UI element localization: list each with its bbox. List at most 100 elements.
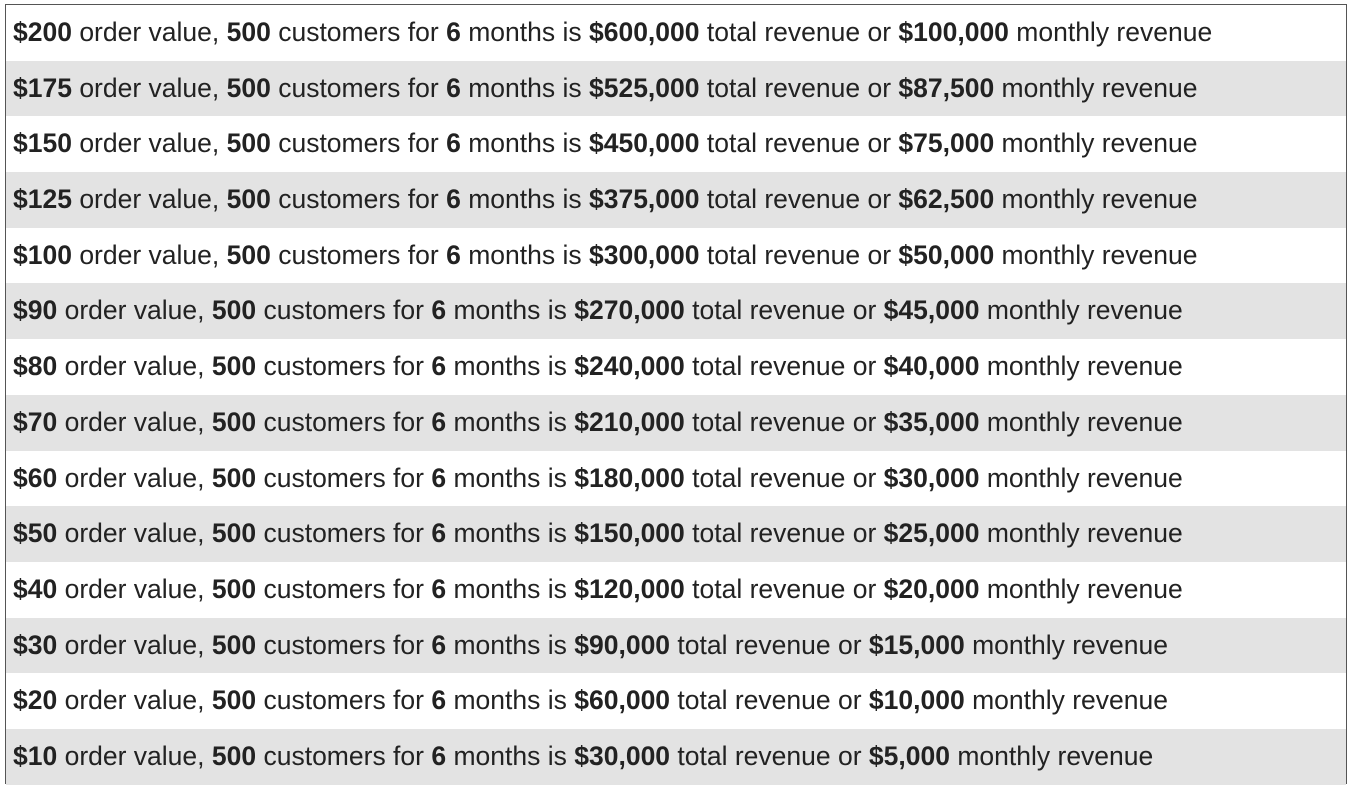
monthly-revenue: $15,000: [868, 629, 965, 660]
phrase-months: months is: [446, 351, 575, 382]
months-count: 6: [431, 351, 447, 382]
order-value: $175: [13, 72, 72, 103]
phrase-total: total revenue or: [684, 351, 884, 382]
phrase-total: total revenue or: [670, 629, 869, 660]
phrase-months: months is: [446, 406, 575, 437]
phrase-monthly: monthly revenue: [979, 518, 1183, 549]
monthly-revenue: $5,000: [868, 740, 950, 771]
monthly-revenue: $50,000: [898, 239, 995, 270]
customers-count: 500: [211, 518, 257, 549]
months-count: 6: [431, 685, 447, 716]
total-revenue: $120,000: [574, 573, 685, 604]
customers-count: 500: [226, 184, 271, 215]
order-value: $80: [13, 351, 58, 382]
phrase-order-value: order value,: [57, 685, 212, 716]
phrase-total: total revenue or: [684, 462, 884, 493]
phrase-customers: customers for: [256, 685, 432, 716]
months-count: 6: [446, 128, 461, 159]
phrase-total: total revenue or: [699, 128, 899, 159]
months-count: 6: [431, 629, 447, 660]
phrase-total: total revenue or: [670, 740, 869, 771]
phrase-total: total revenue or: [699, 17, 899, 47]
phrase-months: months is: [460, 239, 589, 270]
monthly-revenue: $25,000: [883, 518, 980, 549]
months-count: 6: [431, 740, 447, 771]
table-row: $150 order value, 500 customers for 6 mo…: [6, 116, 1346, 173]
months-count: 6: [431, 518, 447, 549]
order-value: $20: [13, 685, 58, 716]
phrase-customers: customers for: [256, 629, 432, 660]
phrase-order-value: order value,: [71, 184, 227, 215]
phrase-order-value: order value,: [57, 629, 212, 660]
table-row: $175 order value, 500 customers for 6 mo…: [6, 60, 1346, 117]
phrase-total: total revenue or: [684, 573, 884, 604]
phrase-total: total revenue or: [684, 295, 884, 326]
months-count: 6: [446, 184, 461, 215]
phrase-monthly: monthly revenue: [979, 295, 1183, 326]
customers-count: 500: [211, 462, 257, 493]
phrase-customers: customers for: [270, 72, 447, 103]
months-count: 6: [431, 295, 447, 326]
monthly-revenue: $20,000: [883, 573, 980, 604]
phrase-order-value: order value,: [71, 17, 227, 47]
phrase-customers: customers for: [256, 573, 432, 604]
phrase-order-value: order value,: [57, 462, 212, 493]
phrase-customers: customers for: [256, 740, 432, 771]
phrase-months: months is: [446, 629, 575, 660]
order-value: $60: [13, 462, 58, 493]
phrase-order-value: order value,: [71, 72, 227, 103]
order-value: $40: [13, 573, 58, 604]
phrase-months: months is: [446, 462, 575, 493]
customers-count: 500: [226, 239, 271, 270]
phrase-customers: customers for: [270, 17, 447, 47]
monthly-revenue: $35,000: [883, 406, 980, 437]
table-row: $100 order value, 500 customers for 6 mo…: [6, 227, 1346, 284]
total-revenue: $60,000: [574, 685, 671, 716]
phrase-customers: customers for: [256, 351, 432, 382]
phrase-order-value: order value,: [57, 406, 212, 437]
total-revenue: $450,000: [588, 128, 700, 159]
months-count: 6: [446, 17, 461, 47]
total-revenue: $30,000: [574, 740, 671, 771]
customers-count: 500: [226, 72, 271, 103]
phrase-total: total revenue or: [699, 239, 899, 270]
phrase-months: months is: [446, 573, 575, 604]
order-value: $30: [13, 629, 58, 660]
phrase-customers: customers for: [256, 518, 432, 549]
monthly-revenue: $40,000: [883, 351, 980, 382]
monthly-revenue: $10,000: [868, 685, 965, 716]
phrase-customers: customers for: [270, 184, 447, 215]
order-value: $100: [13, 239, 72, 270]
phrase-order-value: order value,: [57, 740, 212, 771]
order-value: $50: [13, 518, 58, 549]
table-row: $200 order value, 500 customers for 6 mo…: [6, 5, 1346, 61]
total-revenue: $270,000: [574, 295, 685, 326]
order-value: $200: [13, 17, 72, 47]
phrase-months: months is: [446, 295, 575, 326]
total-revenue: $300,000: [588, 239, 700, 270]
customers-count: 500: [226, 17, 271, 47]
phrase-monthly: monthly revenue: [994, 184, 1198, 215]
table-row: $90 order value, 500 customers for 6 mon…: [6, 283, 1346, 340]
phrase-total: total revenue or: [699, 184, 899, 215]
phrase-total: total revenue or: [699, 72, 899, 103]
table-row: $30 order value, 500 customers for 6 mon…: [6, 617, 1346, 674]
customers-count: 500: [226, 128, 271, 159]
phrase-customers: customers for: [256, 295, 432, 326]
phrase-monthly: monthly revenue: [994, 128, 1198, 159]
phrase-monthly: monthly revenue: [964, 629, 1168, 660]
order-value: $150: [13, 128, 72, 159]
customers-count: 500: [211, 406, 257, 437]
customers-count: 500: [211, 351, 257, 382]
phrase-order-value: order value,: [57, 518, 212, 549]
phrase-months: months is: [446, 518, 575, 549]
total-revenue: $210,000: [574, 406, 685, 437]
total-revenue: $375,000: [588, 184, 700, 215]
phrase-monthly: monthly revenue: [994, 72, 1198, 103]
phrase-total: total revenue or: [684, 406, 884, 437]
monthly-revenue: $62,500: [898, 184, 995, 215]
phrase-customers: customers for: [270, 239, 447, 270]
phrase-total: total revenue or: [684, 518, 884, 549]
customers-count: 500: [211, 573, 257, 604]
total-revenue: $180,000: [574, 462, 685, 493]
